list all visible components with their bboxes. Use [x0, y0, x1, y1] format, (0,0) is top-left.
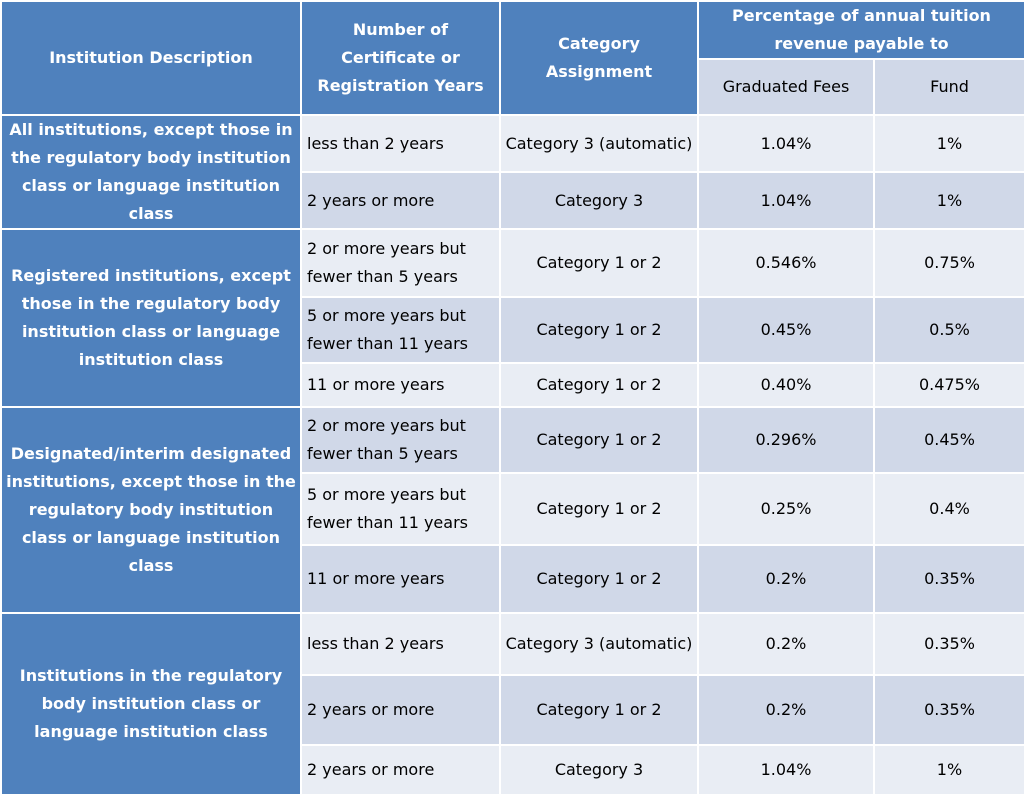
category-cell: Category 1 or 2 [499, 406, 699, 474]
category-cell: Category 1 or 2 [499, 544, 699, 614]
graduated-fees-cell: 0.2% [697, 612, 875, 676]
fund-cell: 1% [873, 171, 1024, 230]
graduated-fees-cell: 0.2% [697, 544, 875, 614]
institution-description: Designated/interim designated institutio… [0, 406, 302, 614]
fund-cell: 1% [873, 114, 1024, 173]
table-row: 11 or more years Category 1 or 2 0.40% 0… [1, 362, 1024, 408]
years-cell: 2 years or more [300, 744, 501, 796]
fund-cell: 1% [873, 744, 1024, 796]
institution-description: Institutions in the regulatory body inst… [0, 612, 302, 796]
table-row: Registered institutions, except those in… [0, 228, 1024, 408]
graduated-fees-cell: 0.2% [697, 674, 875, 746]
years-cell: 11 or more years [300, 544, 501, 614]
category-cell: Category 3 [499, 744, 699, 796]
years-cell: 5 or more years but fewer than 11 years [300, 296, 501, 364]
years-cell: 2 or more years but fewer than 5 years [300, 406, 501, 474]
header-fund: Fund [873, 58, 1024, 116]
graduated-fees-cell: 0.45% [697, 296, 875, 364]
category-cell: Category 3 (automatic) [499, 114, 699, 173]
institution-description: All institutions, except those in the re… [0, 114, 302, 230]
institution-description: Registered institutions, except those in… [0, 228, 302, 408]
fund-cell: 0.45% [873, 406, 1024, 474]
fund-cell: 0.35% [873, 544, 1024, 614]
fund-cell: 0.5% [873, 296, 1024, 364]
category-cell: Category 3 (automatic) [499, 612, 699, 676]
graduated-fees-cell: 1.04% [697, 171, 875, 230]
header-category: Category Assignment [499, 0, 699, 116]
years-cell: 2 years or more [300, 674, 501, 746]
table-row: Designated/interim designated institutio… [0, 406, 1024, 614]
graduated-fees-cell: 0.40% [697, 362, 875, 408]
fund-cell: 0.4% [873, 472, 1024, 546]
category-cell: Category 3 [499, 171, 699, 230]
table-row: All institutions, except those in the re… [0, 114, 1024, 230]
category-cell: Category 1 or 2 [499, 228, 699, 298]
fund-cell: 0.35% [873, 612, 1024, 676]
graduated-fees-cell: 0.25% [697, 472, 875, 546]
table-row: 5 or more years but fewer than 11 years … [1, 472, 1024, 546]
graduated-fees-cell: 0.546% [697, 228, 875, 298]
fund-cell: 0.35% [873, 674, 1024, 746]
category-cell: Category 1 or 2 [499, 472, 699, 546]
graduated-fees-cell: 1.04% [697, 114, 875, 173]
table-row: 2 years or more Category 1 or 2 0.2% 0.3… [1, 674, 1024, 746]
category-cell: Category 1 or 2 [499, 362, 699, 408]
fund-cell: 0.75% [873, 228, 1024, 298]
graduated-fees-cell: 1.04% [697, 744, 875, 796]
category-cell: Category 1 or 2 [499, 296, 699, 364]
years-cell: 5 or more years but fewer than 11 years [300, 472, 501, 546]
years-cell: less than 2 years [300, 612, 501, 676]
years-cell: less than 2 years [300, 114, 501, 173]
graduated-fees-cell: 0.296% [697, 406, 875, 474]
table-row: 5 or more years but fewer than 11 years … [1, 296, 1024, 364]
fund-cell: 0.475% [873, 362, 1024, 408]
category-cell: Category 1 or 2 [499, 674, 699, 746]
header-years: Number of Certificate or Registration Ye… [300, 0, 501, 116]
years-cell: 2 or more years but fewer than 5 years [300, 228, 501, 298]
header-percentage: Percentage of annual tuition revenue pay… [697, 0, 1024, 60]
header-institution: Institution Description [0, 0, 302, 116]
header-graduated-fees: Graduated Fees [697, 58, 875, 116]
table-row: 2 years or more Category 3 1.04% 1% [1, 171, 1024, 230]
years-cell: 11 or more years [300, 362, 501, 408]
years-cell: 2 years or more [300, 171, 501, 230]
table-row: Institutions in the regulatory body inst… [0, 612, 1024, 796]
